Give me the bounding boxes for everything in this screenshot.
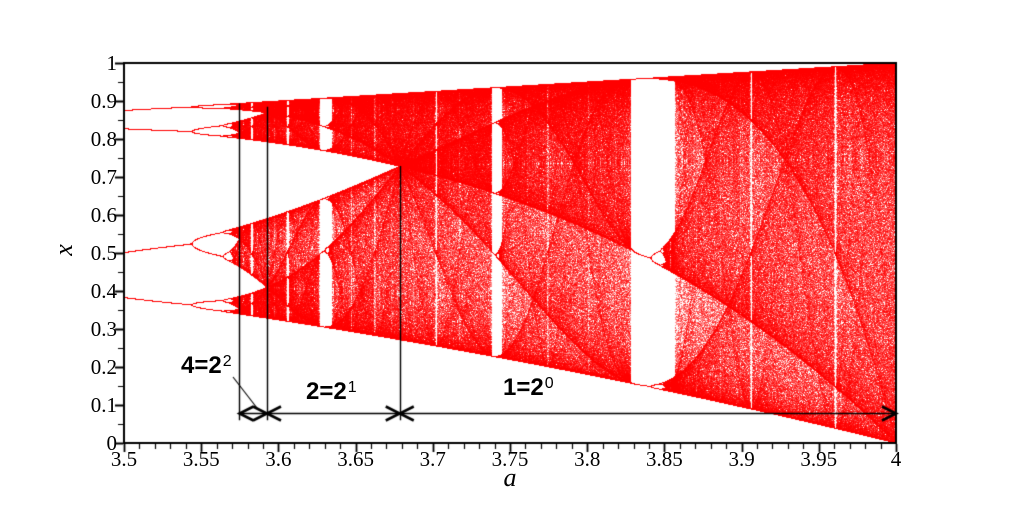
y-tick-label: 0.3 (90, 317, 117, 341)
annotation-2-bands-text: 2=2 (306, 378, 347, 405)
annotation-2-bands: 2=21 (306, 377, 357, 406)
x-tick-label: 3.7 (419, 447, 446, 471)
y-tick-label: 0.5 (90, 241, 117, 265)
y-tick-label: 0 (106, 431, 118, 455)
x-tick-label: 3.55 (182, 447, 220, 471)
x-axis-label: a (503, 463, 517, 492)
x-tick-label: 3.8 (574, 447, 601, 471)
annotation-1-band-text: 1=2 (503, 374, 544, 401)
annotation-1-band: 1=20 (503, 373, 554, 402)
y-tick-label: 0.1 (90, 393, 117, 417)
annotation-1-band-exponent: 0 (544, 375, 554, 392)
x-tick-label: 3.6 (265, 447, 292, 471)
annotation-4-bands-text: 4=2 (181, 352, 222, 379)
x-tick-label: 4 (890, 447, 902, 471)
x-tick-label: 3.5 (110, 447, 138, 471)
x-tick-label: 3.85 (646, 447, 683, 471)
annotation-4-bands: 4=22 (181, 351, 232, 380)
y-tick-label: 0.7 (90, 165, 117, 189)
y-axis-label: x (49, 244, 78, 256)
y-tick-label: 0.9 (90, 89, 117, 113)
x-tick-label: 3.95 (800, 447, 838, 471)
y-tick-label: 0.4 (90, 279, 117, 303)
y-tick-label: 0.2 (90, 355, 117, 379)
x-tick-label: 3.9 (728, 447, 755, 471)
y-tick-label: 0.6 (90, 203, 117, 227)
y-tick-label: 0.8 (90, 127, 117, 151)
y-tick-label: 1 (106, 51, 118, 75)
x-tick-label: 3.75 (491, 447, 529, 471)
x-tick-label: 3.65 (337, 447, 374, 471)
annotation-2-bands-exponent: 1 (347, 379, 357, 396)
annotation-4-bands-exponent: 2 (222, 353, 232, 370)
